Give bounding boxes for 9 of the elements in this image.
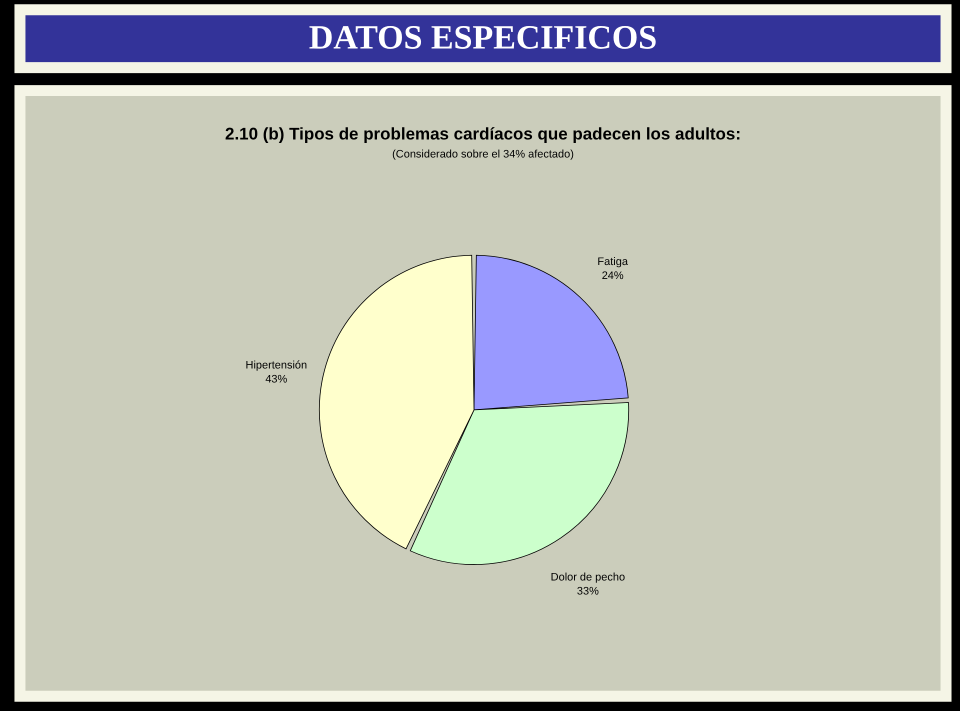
slice-label: Fatiga: [597, 256, 629, 268]
chart-title: 2.10 (b) Tipos de problemas cardíacos que padecen los adultos:: [225, 124, 741, 144]
data-label: 43%: [265, 374, 288, 386]
data-label: 24%: [602, 270, 624, 282]
slice-label: Dolor de pecho: [550, 571, 626, 584]
chart-subtitle: (Considerado sobre el 34% afectado): [392, 148, 574, 160]
data-label: 33%: [576, 585, 600, 598]
text: DATOS ESPECIFICOS: [308, 20, 658, 57]
slice-label: Hipertensión: [246, 360, 308, 372]
